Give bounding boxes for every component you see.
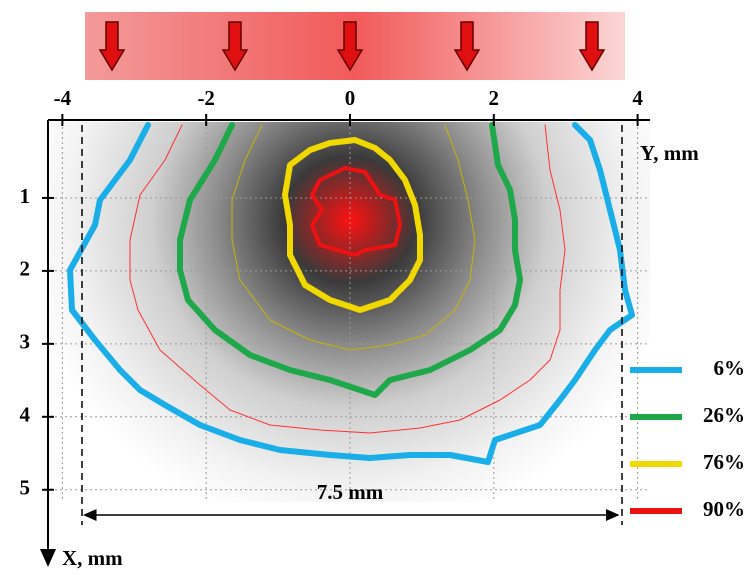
y-axis-label: X, mm [62, 546, 123, 570]
width-annotation: 7.5 mm [317, 480, 384, 504]
y-tick-label: 3 [20, 330, 31, 354]
x-tick-label: 4 [632, 86, 643, 110]
x-tick-label: -2 [197, 86, 215, 110]
x-tick-label: 0 [345, 86, 356, 110]
y-tick-label: 5 [20, 476, 31, 500]
y-tick-label: 1 [20, 184, 31, 208]
legend-label: 26% [703, 403, 745, 427]
x-tick-label: 2 [489, 86, 500, 110]
chart: 7.5 mm Y, mm X, mm 6% 26% 76% 90% -4 -2 0 2 4 1 2… [0, 0, 754, 575]
y-tick-label: 4 [20, 403, 31, 427]
x-tick-label: -4 [54, 86, 72, 110]
legend-label: 90% [703, 497, 745, 521]
x-axis-label: Y, mm [640, 141, 699, 165]
y-tick-label: 2 [20, 257, 31, 281]
legend-label: 6% [714, 356, 746, 380]
legend-label: 76% [703, 450, 745, 474]
